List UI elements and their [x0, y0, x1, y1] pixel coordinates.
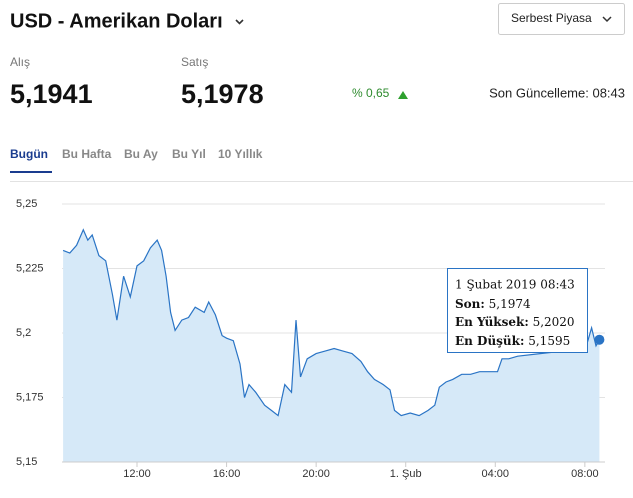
y-tick-label: 5,225 [16, 262, 44, 274]
tab[interactable]: Bu Ay [124, 147, 158, 161]
tooltip-date: 1 Şubat 2019 08:43 [455, 278, 575, 292]
tooltip-high: En Yüksek: 5,2020 [455, 315, 575, 329]
x-tick-label: 12:00 [123, 468, 151, 480]
area-fill [63, 229, 600, 462]
tooltip: 1 Şubat 2019 08:43 Son: 5,1974 En Yüksek… [447, 268, 588, 353]
tab[interactable]: 10 Yıllık [218, 147, 263, 161]
tooltip-last: Son: 5,1974 [455, 297, 531, 311]
x-tick-label: 04:00 [482, 468, 510, 480]
change: % 0,65 [352, 86, 390, 100]
x-tick-label: 20:00 [302, 468, 330, 480]
y-tick-label: 5,2 [16, 327, 31, 339]
dropdown-caret [602, 16, 612, 23]
page-title: USD - Amerikan Doları [10, 10, 223, 32]
title-caret[interactable] [235, 19, 244, 25]
y-tick-label: 5,25 [16, 198, 37, 210]
x-tick-label: 1. Şub [390, 468, 422, 480]
x-tick-label: 08:00 [571, 468, 599, 480]
tab[interactable]: Bu Hafta [62, 147, 112, 161]
market-label: Serbest Piyasa [511, 11, 592, 25]
y-tick-label: 5,175 [16, 391, 44, 403]
price-line [62, 228, 600, 417]
buy-price: 5,1941 [10, 79, 93, 109]
tabs: Bugün Bu Hafta Bu Ay Bu Yıl 10 Yıllık [10, 147, 263, 161]
y-tick-label: 5,15 [16, 456, 37, 468]
tooltip-box [447, 268, 588, 353]
last-point [594, 334, 605, 345]
tooltip-low: En Düşük: 5,1595 [455, 334, 570, 348]
last-update: Son Güncelleme: 08:43 [489, 85, 625, 100]
sell-price: 5,1978 [181, 79, 264, 109]
buy-label: Alış [10, 55, 30, 69]
sell-label: Satış [181, 55, 208, 69]
plot: 5,15 5,175 5,2 5,225 5,25 12:00 16:00 20:00 1. Ş… [16, 198, 605, 480]
market-dropdown[interactable] [498, 3, 625, 35]
x-tick-label: 16:00 [213, 468, 241, 480]
up-arrow [398, 91, 408, 99]
tab[interactable]: Bu Yıl [172, 147, 206, 161]
tab[interactable]: Bugün [10, 147, 48, 161]
